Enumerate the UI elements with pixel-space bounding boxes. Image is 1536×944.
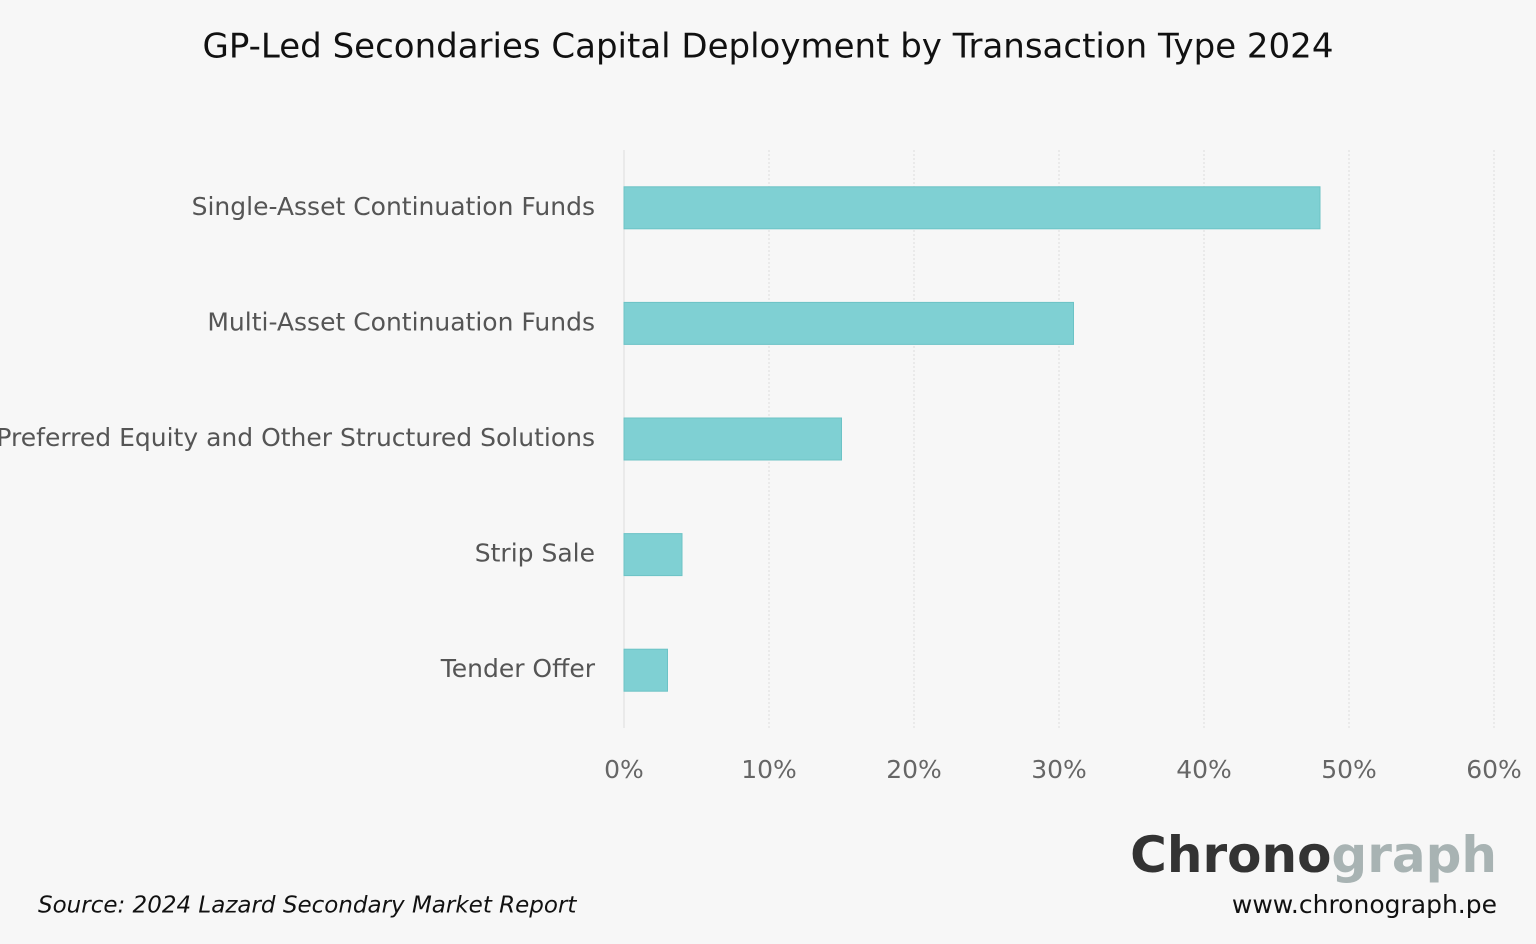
x-tick-label: 60% (1466, 755, 1522, 784)
x-tick-label: 30% (1031, 755, 1087, 784)
y-tick-label: Tender Offer (440, 654, 596, 683)
y-tick-label: Preferred Equity and Other Structured So… (0, 423, 595, 452)
y-tick-label: Strip Sale (475, 539, 595, 568)
bar (623, 301, 1074, 345)
bar (623, 648, 668, 692)
y-tick-label: Multi-Asset Continuation Funds (207, 307, 595, 336)
bar (623, 533, 683, 577)
chart-title: GP-Led Secondaries Capital Deployment by… (203, 27, 1334, 67)
bar (623, 186, 1321, 230)
x-tick-label: 20% (886, 755, 942, 784)
x-tick-label: 50% (1321, 755, 1377, 784)
x-tick-label: 40% (1176, 755, 1232, 784)
logo-url: www.chronograph.pe (1232, 890, 1497, 919)
y-tick-label: Single-Asset Continuation Funds (192, 192, 595, 221)
x-tick-label: 0% (604, 755, 644, 784)
x-tick-label: 10% (741, 755, 797, 784)
logo: Chronograph (1130, 826, 1497, 884)
source: Source: 2024 Lazard Secondary Market Rep… (38, 893, 577, 919)
logo-dark: Chrono (1130, 826, 1331, 884)
logo-light: graph (1331, 826, 1497, 884)
bar (623, 417, 842, 461)
